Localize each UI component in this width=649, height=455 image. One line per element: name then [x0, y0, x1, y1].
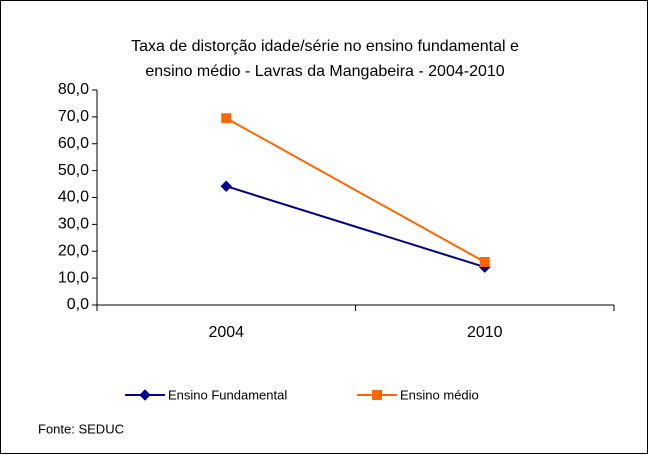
y-tick-label: 70,0: [58, 108, 89, 125]
y-tick-label: 20,0: [58, 242, 89, 259]
chart-title: Taxa de distorção idade/série no ensino …: [131, 38, 519, 55]
x-tick-label: 2010: [467, 324, 503, 341]
marker: [479, 257, 490, 267]
y-tick-label: 30,0: [58, 216, 89, 233]
y-tick-label: 40,0: [58, 189, 89, 206]
legend-label: Ensino médio: [400, 387, 479, 402]
legend-label: Ensino Fundamental: [168, 387, 287, 402]
marker: [220, 180, 232, 192]
marker: [139, 389, 151, 401]
source-note: Fonte: SEDUC: [38, 421, 124, 436]
chart-title: ensino médio - Lavras da Mangabeira - 20…: [145, 63, 504, 80]
marker: [221, 113, 232, 124]
series-line: [225, 185, 486, 269]
y-tick-label: 60,0: [58, 135, 89, 152]
marker: [372, 390, 382, 400]
x-tick-label: 2004: [208, 324, 244, 341]
y-tick-label: 10,0: [58, 269, 89, 286]
y-tick-label: 50,0: [58, 162, 89, 179]
y-tick-label: 0,0: [67, 296, 89, 313]
y-tick-label: 80,0: [58, 81, 89, 98]
series-line: [225, 117, 486, 263]
